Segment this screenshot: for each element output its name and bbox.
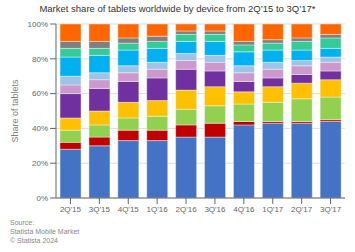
html-text:Market share of tablets worldw: Market share of tablets worldwide by dev… bbox=[39, 3, 316, 14]
svg-text:100%: 100% bbox=[28, 20, 48, 29]
svg-text:2Q'16: 2Q'16 bbox=[175, 205, 197, 214]
svg-text:3Q'16: 3Q'16 bbox=[204, 205, 226, 214]
svg-text:0%: 0% bbox=[36, 194, 48, 203]
svg-text:20%: 20% bbox=[32, 159, 48, 168]
svg-text:2Q'15: 2Q'15 bbox=[60, 205, 82, 214]
svg-text:60%: 60% bbox=[32, 89, 48, 98]
svg-text:40%: 40% bbox=[32, 124, 48, 133]
svg-text:3Q'17: 3Q'17 bbox=[320, 205, 342, 214]
svg-text:4Q'15: 4Q'15 bbox=[118, 205, 140, 214]
svg-text:3Q'15: 3Q'15 bbox=[89, 205, 111, 214]
svg-text:1Q'16: 1Q'16 bbox=[147, 205, 169, 214]
svg-text:1Q'17: 1Q'17 bbox=[262, 205, 284, 214]
html-text:Source: Statista Mobile Market: Source: Statista Mobile Market © Statist… bbox=[10, 219, 80, 245]
svg-text:4Q'16: 4Q'16 bbox=[233, 205, 255, 214]
svg-text:80%: 80% bbox=[32, 55, 48, 64]
svg-text:2Q'17: 2Q'17 bbox=[291, 205, 313, 214]
svg-text:Share of tablets: Share of tablets bbox=[10, 79, 20, 143]
